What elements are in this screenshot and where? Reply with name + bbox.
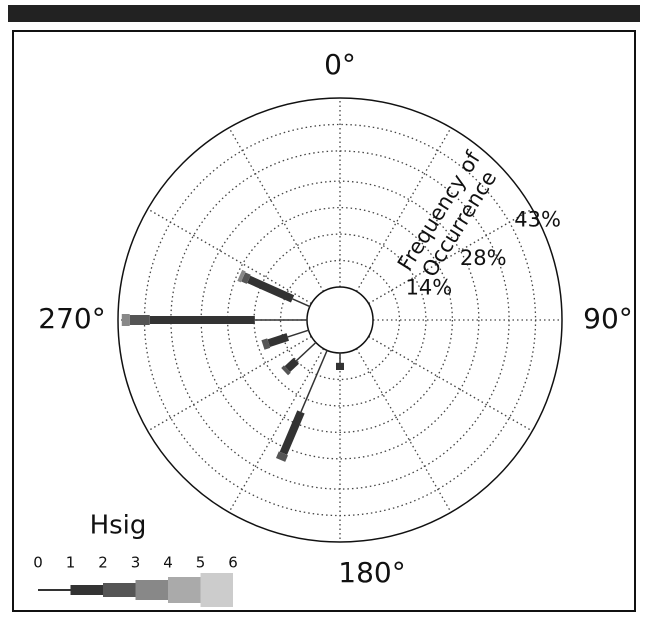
- spoke: [147, 208, 312, 305]
- spoke: [355, 127, 452, 292]
- rose-segment: [295, 341, 317, 362]
- ring: [143, 123, 537, 517]
- a-tick-label: 90°: [583, 302, 633, 335]
- header-bar: [8, 5, 640, 22]
- ring: [200, 180, 480, 460]
- rose-segment: [292, 298, 311, 308]
- r-tick-label: 14%: [406, 276, 453, 300]
- r-tick-label: 43%: [514, 207, 561, 231]
- rose-segment: [267, 333, 290, 347]
- a-tick-label: 0°: [324, 48, 356, 81]
- rose-segment: [279, 410, 305, 455]
- a-tick-label: 270°: [38, 302, 105, 335]
- spoke: [228, 127, 325, 292]
- legend-bin-label: 4: [163, 554, 173, 572]
- ring: [279, 259, 401, 381]
- legend-bin-label: 5: [196, 554, 206, 572]
- rose-segment: [237, 269, 246, 283]
- spoke: [368, 335, 533, 432]
- frame: [12, 30, 636, 612]
- legend-swatch: [103, 583, 136, 597]
- legend-bin-label: 0: [33, 554, 43, 572]
- legend-swatch: [135, 580, 168, 600]
- rose-segment: [247, 275, 295, 303]
- rose-segment: [300, 350, 328, 413]
- legend-title: Hsig: [90, 511, 147, 541]
- legend-bin-label: 2: [98, 554, 108, 572]
- outer-ring: [117, 97, 563, 543]
- spoke: [228, 348, 325, 513]
- calm-circle: [306, 286, 374, 354]
- legend-swatch: [70, 585, 103, 595]
- rose-segment: [284, 357, 299, 372]
- r-tick-label: 28%: [460, 246, 507, 270]
- legend-swatch: [38, 589, 71, 591]
- rose-segment: [287, 329, 309, 338]
- rose-segment: [241, 272, 251, 284]
- legend-bin-label: 3: [131, 554, 141, 572]
- spoke: [355, 348, 452, 513]
- legend-swatch: [200, 573, 233, 607]
- a-tick-label: 180°: [338, 556, 405, 589]
- rose-segment: [261, 338, 271, 350]
- spoke: [368, 208, 533, 305]
- ring: [226, 206, 454, 434]
- legend-bin-label: 1: [66, 554, 76, 572]
- ring: [170, 150, 510, 490]
- ring: [253, 233, 427, 407]
- rose-segment: [281, 365, 291, 376]
- legend-bin-label: 6: [228, 554, 238, 572]
- spoke: [147, 335, 312, 432]
- rose-segment: [275, 451, 288, 462]
- legend-swatch: [168, 577, 201, 603]
